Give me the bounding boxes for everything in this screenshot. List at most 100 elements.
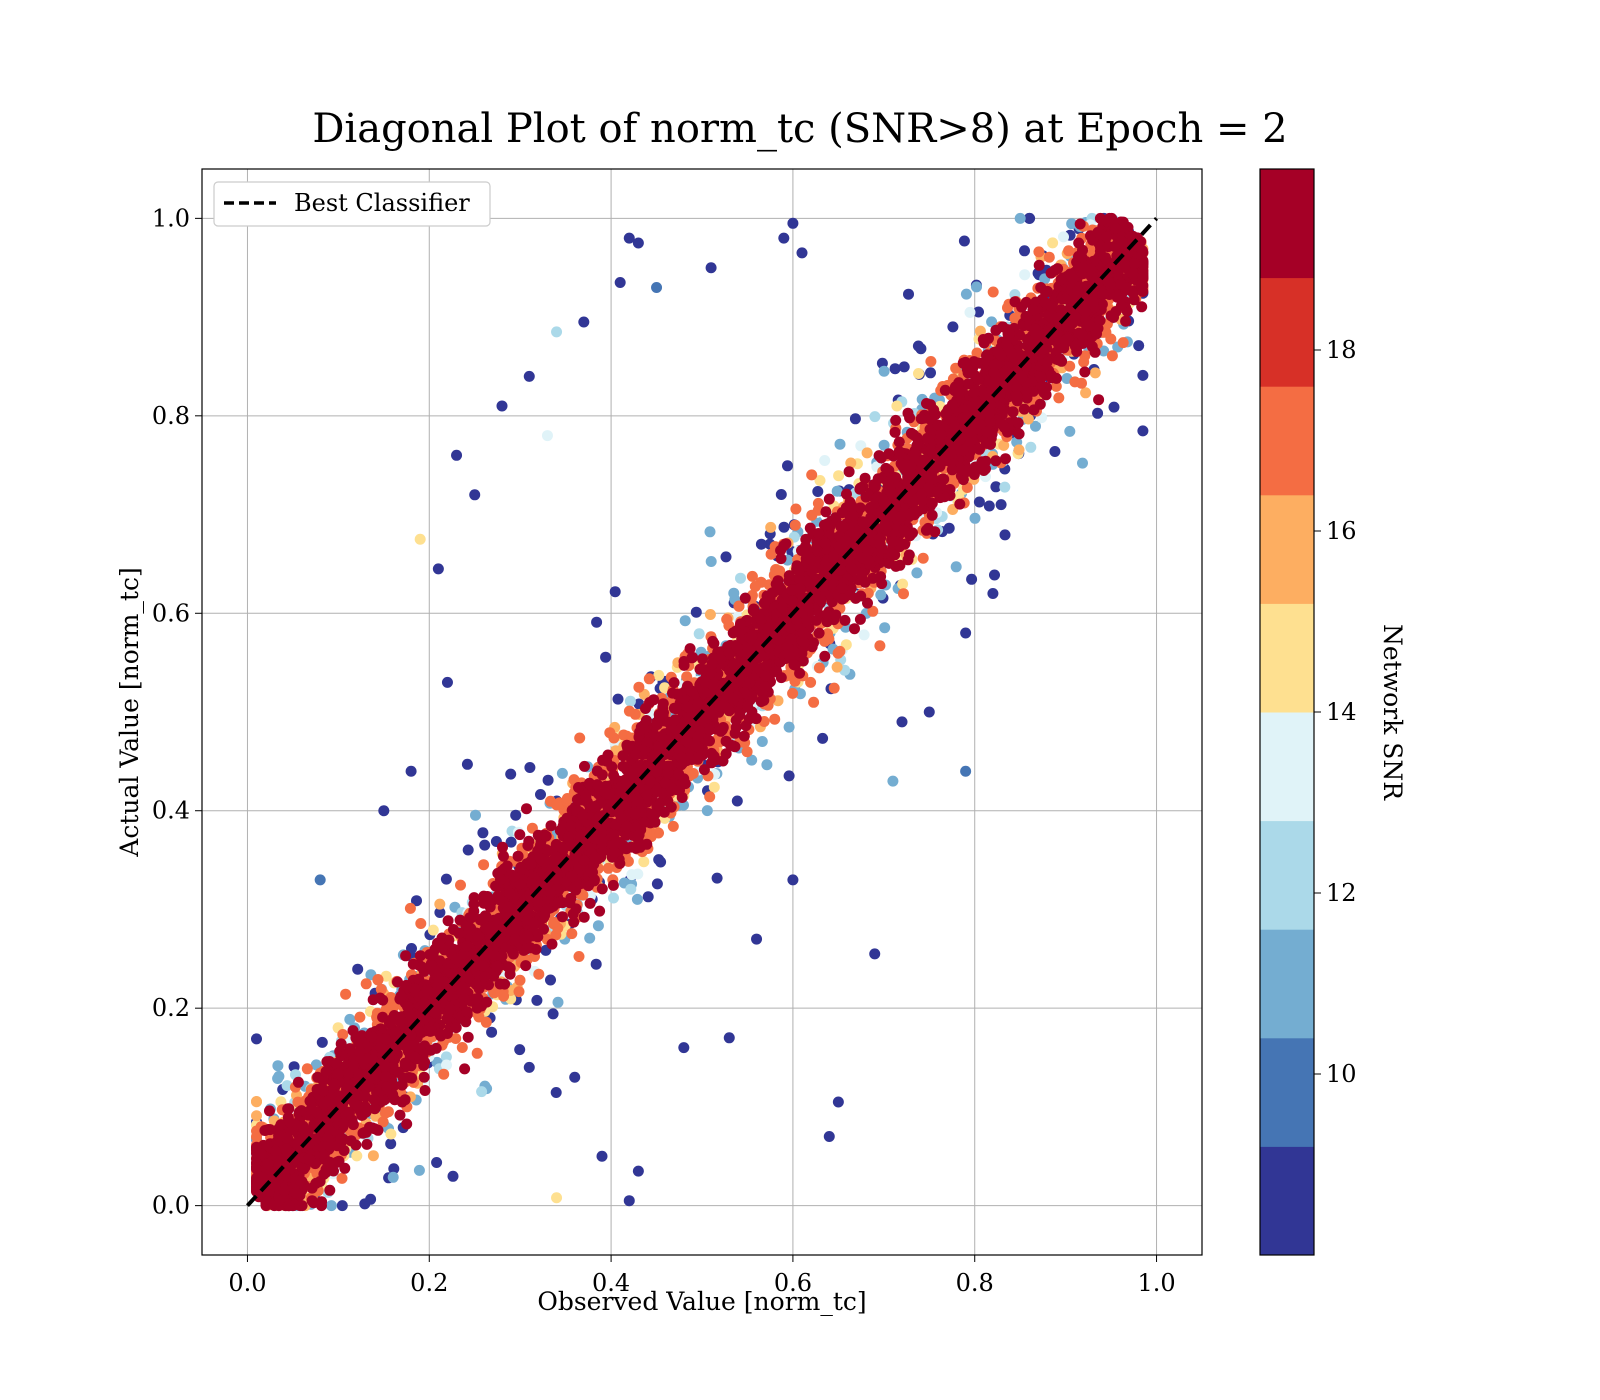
scatter-point <box>461 758 473 770</box>
scatter-point <box>668 677 680 689</box>
scatter-point <box>787 687 799 699</box>
scatter-point <box>301 1063 313 1075</box>
scatter-point <box>1058 231 1069 243</box>
scatter-point <box>971 281 982 293</box>
scatter-point <box>679 615 691 627</box>
scatter-point <box>609 586 621 598</box>
scatter-point <box>693 628 705 640</box>
scatter-point <box>1049 446 1061 457</box>
scatter-point <box>834 645 846 657</box>
scatter-point <box>352 963 364 975</box>
scatter-point <box>925 367 936 379</box>
scatter-point <box>471 1047 483 1059</box>
scatter-point <box>337 1029 349 1040</box>
scatter-point <box>367 1150 379 1162</box>
scatter-point <box>455 879 466 891</box>
scatter-point <box>806 509 818 521</box>
scatter-point <box>480 1016 492 1028</box>
scatter-point <box>514 974 526 986</box>
scatter-point <box>251 1033 262 1045</box>
scatter-point <box>642 891 654 903</box>
scatter-point <box>551 799 563 811</box>
scatter-point <box>684 643 696 655</box>
scatter-point <box>556 911 568 923</box>
scatter-point <box>440 873 452 885</box>
scatter-point <box>831 485 843 497</box>
scatter-point <box>387 1171 399 1183</box>
scatter-point <box>272 1060 284 1072</box>
scatter-point <box>789 675 801 687</box>
scatter-point <box>281 1080 293 1092</box>
scatter-point <box>735 572 746 584</box>
scatter-point <box>947 321 959 333</box>
scatter-point <box>998 439 1010 451</box>
scatter-point <box>385 1128 397 1140</box>
scatter-point <box>608 892 619 904</box>
scatter-point <box>1022 413 1034 425</box>
scatter-point <box>411 895 422 907</box>
scatter-point <box>479 839 491 851</box>
scatter-point <box>969 512 981 524</box>
scatter-point <box>704 791 716 803</box>
scatter-point <box>711 872 723 884</box>
scatter-point <box>584 932 596 944</box>
scatter-point <box>973 496 985 508</box>
scatter-point <box>478 859 490 871</box>
scatter-point <box>704 609 716 620</box>
scatter-point <box>388 1163 400 1175</box>
scatter-point <box>591 616 603 628</box>
scatter-point <box>1013 444 1025 456</box>
scatter-point <box>336 1200 348 1212</box>
scatter-point <box>272 1073 284 1084</box>
scatter-point <box>690 606 702 618</box>
scatter-point <box>889 363 901 375</box>
scatter-point <box>568 916 580 928</box>
scatter-point <box>869 411 881 423</box>
scatter-point <box>547 1008 559 1020</box>
chart-title: Diagonal Plot of norm_tc (SNR>8) at Epoc… <box>312 106 1287 152</box>
scatter-point <box>954 498 966 510</box>
scatter-point <box>834 438 846 450</box>
scatter-point <box>340 988 352 1000</box>
scatter-point <box>705 556 717 567</box>
scatter-point <box>360 978 372 990</box>
scatter-point <box>441 1059 452 1071</box>
scatter-point <box>1092 407 1104 419</box>
scatter-point <box>765 521 777 533</box>
scatter-point <box>983 500 995 512</box>
scatter-point <box>1043 251 1055 263</box>
scatter-point <box>486 1026 498 1038</box>
scatter-point <box>434 898 446 910</box>
scatter-point <box>385 1138 397 1150</box>
scatter-point <box>344 1013 356 1025</box>
scatter-point <box>531 994 543 1006</box>
scatter-point <box>1033 246 1045 258</box>
scatter-point <box>514 1044 526 1056</box>
scatter-point <box>292 1076 304 1088</box>
scatter-point <box>1030 420 1041 432</box>
scatter-point <box>653 854 665 866</box>
scatter-point <box>462 844 474 856</box>
scatter-point <box>556 767 568 779</box>
scatter-point <box>545 974 556 986</box>
scatter-point <box>704 526 716 538</box>
scatter-point <box>790 503 802 515</box>
scatter-point <box>431 1157 443 1168</box>
scatter-point <box>447 1170 459 1182</box>
scatter-point <box>1077 457 1088 469</box>
scatter-point <box>917 552 929 564</box>
scatter-point <box>1066 218 1078 230</box>
scatter-point <box>782 460 793 472</box>
scatter-point <box>774 565 786 577</box>
scatter-point <box>819 455 831 466</box>
scatter-point <box>561 793 573 804</box>
scatter-point <box>814 475 826 486</box>
scatter-point <box>1014 212 1026 224</box>
scatter-point <box>849 413 861 425</box>
scatter-point <box>442 915 454 927</box>
scatter-point <box>550 1087 562 1098</box>
scatter-point <box>264 1105 275 1117</box>
scatter-point <box>406 943 417 954</box>
scatter-point <box>600 651 612 663</box>
